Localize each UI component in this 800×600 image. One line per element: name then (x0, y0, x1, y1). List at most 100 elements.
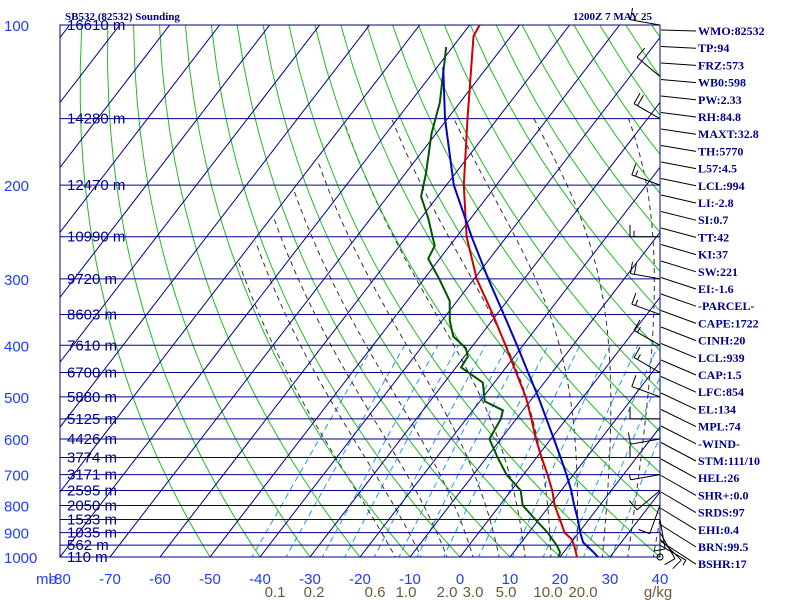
height-label: 4426 m (67, 431, 117, 448)
barb-staff (631, 386, 661, 398)
height-label: 5880 m (67, 389, 117, 406)
height-label: 2595 m (67, 483, 117, 500)
height-label: 3171 m (67, 467, 117, 484)
index-value: SRDS:97 (698, 506, 745, 520)
temperature-tick-label: -20 (349, 571, 371, 588)
index-leader (660, 161, 697, 170)
mixing-ratio-label: 10.0 (533, 584, 562, 600)
isotherm (60, 25, 121, 104)
isotherm (60, 25, 171, 169)
mixing-ratio-line (285, 345, 406, 557)
height-labels: 16610 m 14280 m 12470 m 10990 m 9720 m 8603 m… (67, 17, 125, 566)
index-leader (660, 541, 697, 565)
index-value: MPL:74 (698, 420, 741, 434)
wind-barb (656, 553, 664, 561)
index-leader (660, 310, 697, 324)
barb-feather (631, 292, 637, 305)
barb-feather (628, 500, 638, 511)
wind-barb (631, 375, 661, 398)
index-leader (660, 79, 697, 84)
wind-barb (633, 93, 661, 120)
barb-staff (630, 273, 661, 280)
height-label: 16610 m (67, 17, 125, 34)
dry-adiabat (418, 25, 660, 392)
index-value: BRN:99.5 (698, 540, 748, 554)
index-leader (660, 145, 697, 152)
mixing-ratio-line (610, 435, 660, 557)
barb-feather (627, 432, 631, 445)
temperature-tick-label: 30 (602, 571, 619, 588)
index-leader (660, 442, 697, 462)
wind-barb (636, 47, 661, 77)
height-label: 3774 m (67, 449, 117, 466)
barb-staff (630, 474, 661, 481)
isotherm (309, 101, 660, 557)
height-label: 8603 m (67, 306, 117, 323)
barb-feather (629, 261, 634, 274)
index-value: SW:221 (698, 265, 738, 279)
barb-staff (631, 303, 661, 315)
temperature-axis: -80 -70 -60 -50 -40 -30 -20 -10 0 10 20 30 40 (49, 571, 668, 588)
wind-barb (629, 7, 661, 26)
moist-adiabat (273, 217, 448, 557)
wind-barb (629, 261, 661, 280)
index-value: L57:4.5 (698, 162, 737, 176)
index-value: WB0:598 (698, 76, 746, 90)
mixing-ratio-axis: 0.1 0.2 0.6 1.0 2.0 3.0 5.0 10.0 20.0 g/kg (265, 584, 673, 600)
wind-barb (659, 538, 682, 570)
mixing-ratio-line (443, 345, 549, 557)
isotherm (60, 25, 371, 428)
temperature-tick-label: -30 (299, 571, 321, 588)
index-leader (660, 178, 697, 187)
mixing-ratio-label: 0.1 (265, 584, 286, 600)
height-label: 562 m (67, 537, 109, 554)
mixing-ratio-label: 2.0 (437, 584, 458, 600)
pressure-tick-label: 200 (4, 178, 29, 195)
barb-feather (633, 93, 641, 104)
mixing-ratio-label: 1.0 (396, 584, 417, 600)
index-leader (660, 227, 697, 238)
pressure-tick-label: 700 (4, 468, 29, 485)
barb-feather (672, 559, 682, 570)
index-value: LI:-2.8 (698, 196, 734, 210)
barb-staff (636, 490, 661, 511)
index-value: STM:111/10 (698, 454, 760, 468)
height-label: 2050 m (67, 497, 117, 514)
index-leader (660, 62, 697, 66)
index-leader (660, 277, 697, 290)
isotherm (109, 25, 521, 557)
barb-feather (637, 95, 644, 106)
dry-adiabat (392, 25, 660, 433)
barb-feather (635, 299, 639, 306)
pressure-tick-label: 300 (4, 272, 29, 289)
frame-border (59, 24, 661, 558)
wind-barb (633, 319, 661, 346)
index-leader (660, 359, 697, 376)
barb-feather (635, 170, 639, 177)
isotherm (60, 25, 221, 234)
observation-time: 1200Z 7 MAY 25 (573, 11, 652, 23)
index-value: CAPE:1722 (698, 316, 759, 330)
temperature-tick-label: 0 (456, 571, 464, 588)
barb-feather (653, 548, 666, 552)
isotherm (509, 361, 660, 557)
isotherm (409, 231, 660, 557)
height-label: 14280 m (67, 111, 125, 128)
index-value: RH:84.8 (698, 110, 741, 124)
temperature-tick-label: -80 (49, 571, 71, 588)
moist-adiabat (317, 160, 500, 557)
barb-feather (629, 7, 634, 20)
pressure-axis: 100 200 300 400 500 600 700 800 900 1000 mb (4, 18, 57, 588)
barb-staff (649, 505, 661, 534)
moist-adiabat (255, 241, 422, 557)
temperature-tick-label: -10 (399, 571, 421, 588)
isotherm (60, 25, 421, 493)
isotherm (60, 25, 321, 364)
index-value: BSHR:17 (698, 557, 747, 571)
mixing-ratio-line (565, 345, 659, 557)
index-value: TT:42 (698, 230, 729, 244)
moist-adiabat (345, 126, 526, 557)
barb-feather (638, 529, 650, 535)
index-value: LCL:939 (698, 351, 745, 365)
index-value: KI:37 (698, 248, 728, 262)
